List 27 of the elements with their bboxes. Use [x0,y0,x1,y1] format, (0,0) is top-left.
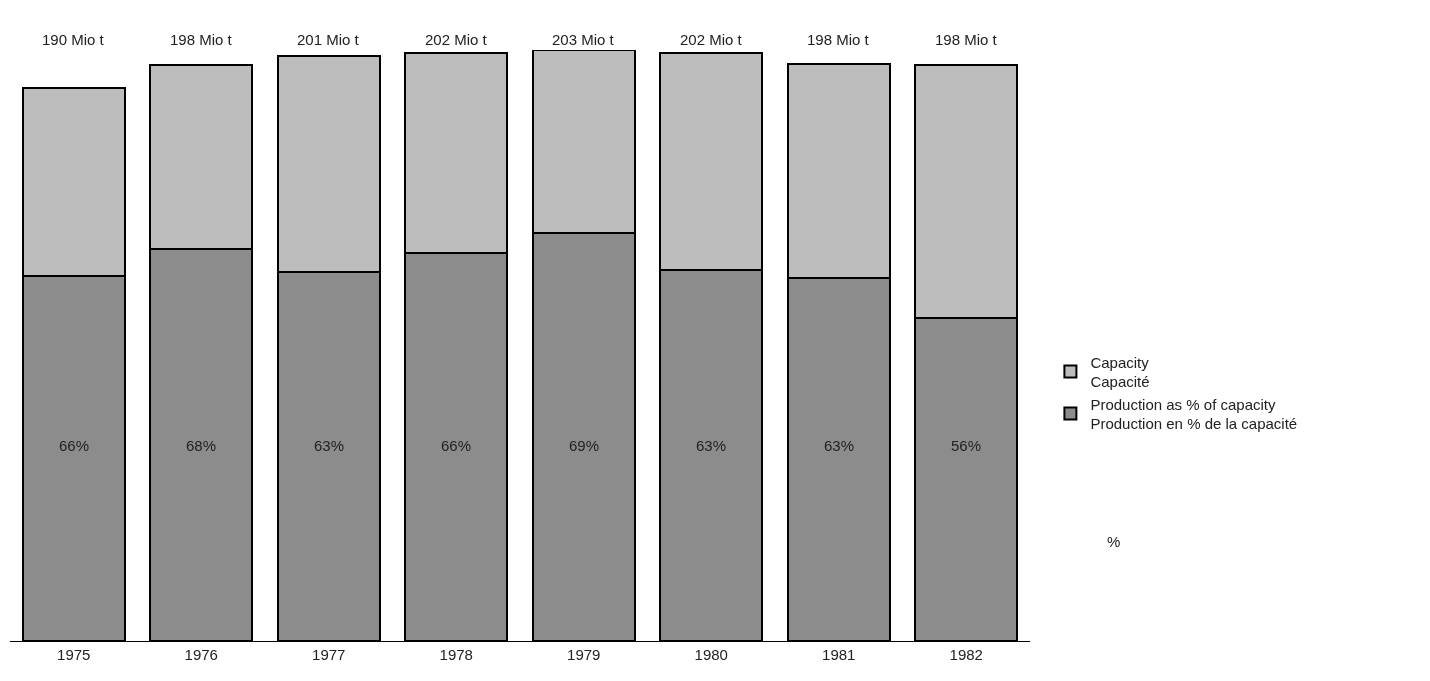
x-tick-label: 1976 [184,646,218,663]
annotation: 63% [314,437,345,454]
text: 198 Mio t [935,31,998,48]
x-tick-label: 1981 [822,646,856,663]
x-tick-label: 1979 [567,646,601,663]
text: 202 Mio t [680,31,743,48]
x-tick-label: 1978 [439,646,473,663]
text: 198 Mio t [807,31,870,48]
text: 203 Mio t [552,31,615,48]
annotation: 56% [951,437,982,454]
x-tick-label: 1982 [949,646,983,663]
text: 198 Mio t [170,31,233,48]
text: % [1107,533,1121,550]
legend-label: Capacity Capacité [1090,353,1150,391]
annotation: 66% [441,437,472,454]
text: 201 Mio t [297,31,360,48]
x-tick-label: 1977 [312,646,346,663]
x-tick-label: 1980 [694,646,728,663]
annotation: 63% [696,437,727,454]
legend-label: Production as % of capacity Production en % de la capacité [1090,395,1298,433]
annotation: 63% [824,437,855,454]
text: 202 Mio t [425,31,488,48]
text: 190 Mio t [42,31,105,48]
annotation: 66% [59,437,90,454]
annotation: 68% [186,437,217,454]
annotation: 69% [569,437,600,454]
x-tick-label: 1975 [57,646,91,663]
